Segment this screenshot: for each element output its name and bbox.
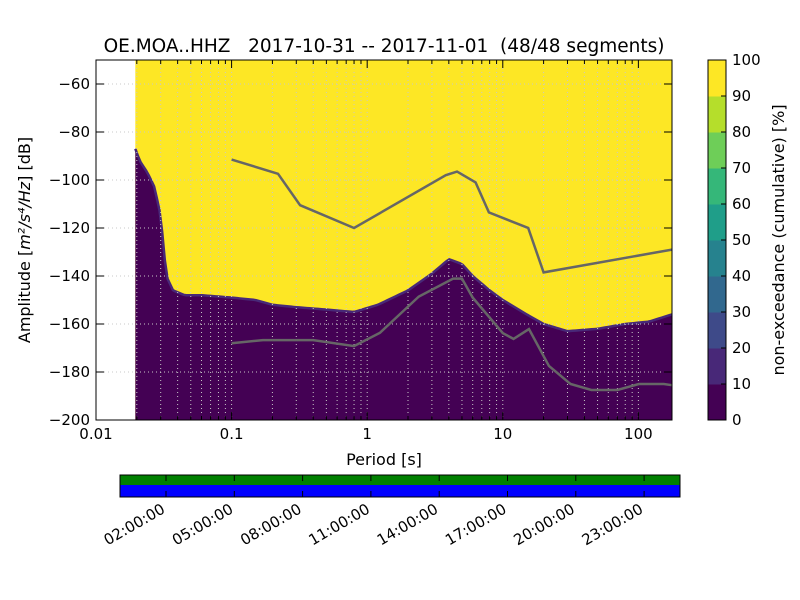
x-tick-label: 10 (493, 425, 512, 443)
colorbar-segment (708, 168, 726, 205)
noise-model-nlnm (231, 277, 673, 392)
colorbar-segment (708, 96, 726, 133)
y-axis-label: Amplitude [m²/s⁴/Hz] [dB] (15, 137, 34, 343)
colorbar-tick-label: 60 (732, 195, 751, 213)
colorbar-segment (708, 348, 726, 385)
colorbar-tick-label: 20 (732, 339, 751, 357)
chart-title: OE.MOA..HHZ 2017-10-31 -- 2017-11-01 (48… (104, 36, 665, 57)
timeline-coverage-bottom (120, 485, 680, 497)
y-tick-label: −180 (49, 363, 90, 381)
colorbar-tick-label: 0 (732, 411, 742, 429)
ppsd-axes: 0.01 0.1 1 10 100 −60 −80 −100 −120 −140 −160 −180 −… (49, 59, 673, 443)
colorbar-segment (708, 132, 726, 169)
colorbar-segment (708, 384, 726, 421)
x-tick-label: 0.1 (220, 425, 244, 443)
timeline-tick-label: 08:00:00 (237, 500, 304, 549)
timeline-tick-label: 20:00:00 (510, 500, 577, 549)
noise-model-nhnm (231, 158, 673, 274)
colorbar: 0 10 20 30 40 50 60 70 80 90 100 (707, 51, 761, 429)
timeline-tick-label: 14:00:00 (374, 500, 441, 549)
y-tick-label: −120 (49, 219, 90, 237)
timeline-coverage-top (120, 475, 680, 485)
timeline-tick-label: 05:00:00 (169, 500, 236, 549)
colorbar-tick-label: 80 (732, 123, 751, 141)
x-tick-label: 1 (362, 425, 372, 443)
timeline-tick-label: 23:00:00 (579, 500, 646, 549)
x-tick-label: 0.01 (79, 425, 112, 443)
colorbar-label: non-exceedance (cumulative) [%] (769, 104, 788, 375)
timeline-tick-label: 02:00:00 (101, 500, 168, 549)
colorbar-tick-label: 70 (732, 159, 751, 177)
colorbar-segment (708, 204, 726, 241)
x-tick-label: 100 (624, 425, 653, 443)
x-axis-label: Period [s] (346, 450, 422, 469)
colorbar-tick-label: 10 (732, 375, 751, 393)
colorbar-tick-label: 100 (732, 51, 761, 69)
timeline-frame (119, 474, 681, 498)
y-axis-label-math: m²/s⁴/Hz (15, 181, 34, 250)
y-tick-label: −100 (49, 171, 90, 189)
y-tick-label: −200 (49, 411, 90, 429)
colorbar-tick-label: 40 (732, 267, 751, 285)
plot-frame (95, 59, 673, 421)
timeline-tick-label: 17:00:00 (442, 500, 509, 549)
data-coverage-timeline: 02:00:00 05:00:00 08:00:00 11:00:00 14:00:00… (101, 474, 681, 549)
ppsd-region-0 (135, 148, 673, 421)
timeline-tick-label: 11:00:00 (306, 500, 373, 549)
y-tick-label: −140 (49, 267, 90, 285)
colorbar-segment (708, 312, 726, 349)
colorbar-segment (708, 276, 726, 313)
colorbar-segment (708, 60, 726, 97)
y-tick-label: −160 (49, 315, 90, 333)
y-axis-label-suffix: ] [dB] (15, 137, 34, 182)
y-axis-label-prefix: Amplitude [ (15, 250, 34, 343)
colorbar-tick-label: 30 (732, 303, 751, 321)
colorbar-tick-label: 50 (732, 231, 751, 249)
colorbar-segment (708, 240, 726, 277)
y-tick-label: −80 (58, 123, 90, 141)
colorbar-tick-label: 90 (732, 87, 751, 105)
median-psd-edge (134, 148, 673, 333)
ppsd-plot (95, 60, 673, 421)
y-tick-label: −60 (58, 75, 90, 93)
